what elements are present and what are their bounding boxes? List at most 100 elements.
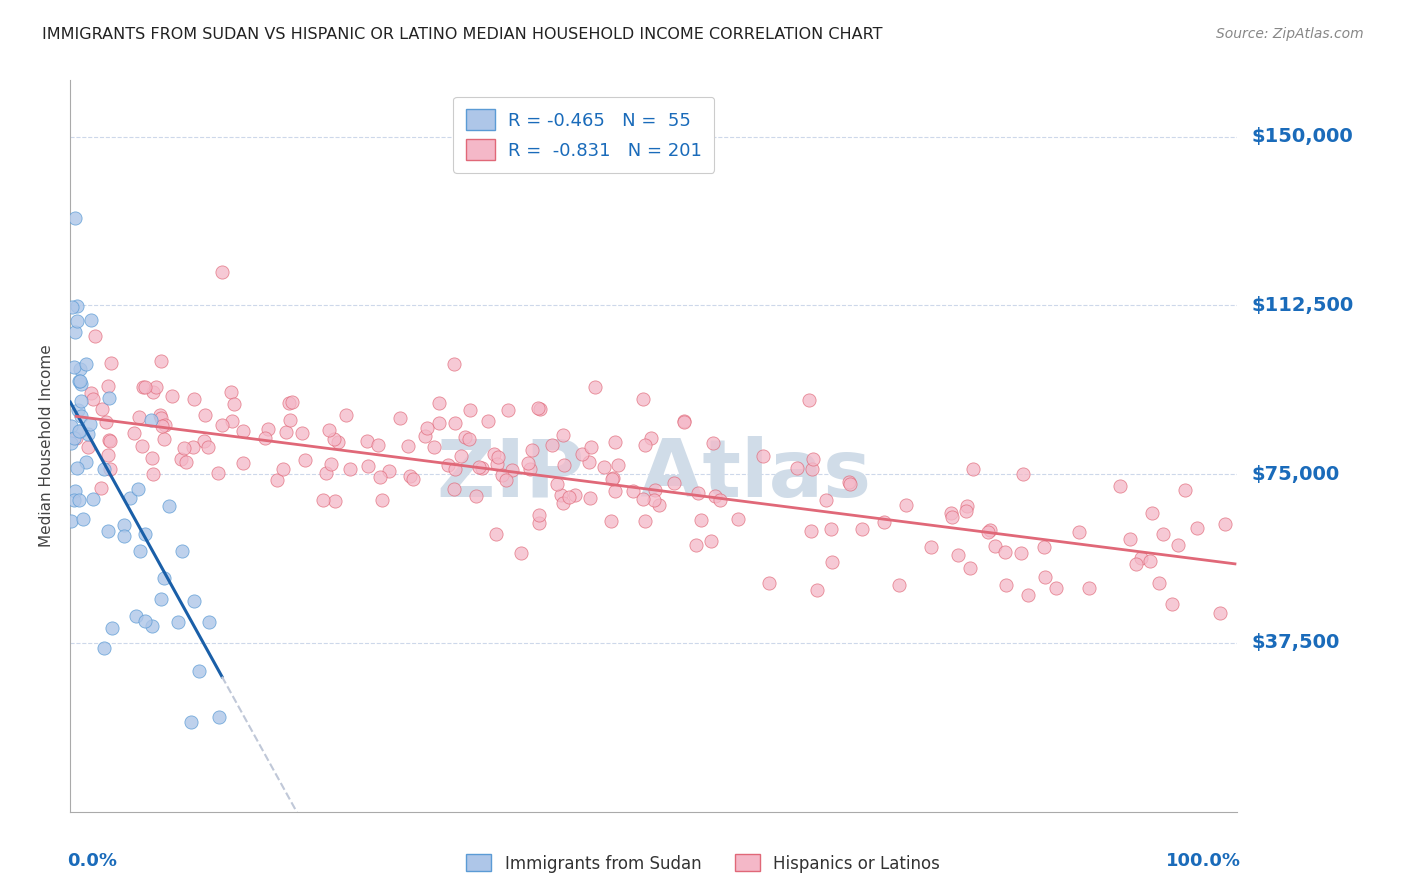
Point bbox=[222, 397, 245, 411]
Point bbox=[134, 380, 156, 394]
Point bbox=[367, 438, 389, 452]
Point bbox=[322, 432, 344, 446]
Point bbox=[91, 402, 114, 417]
Point bbox=[887, 577, 910, 591]
Point bbox=[257, 422, 280, 436]
Point bbox=[485, 527, 508, 541]
Point bbox=[93, 641, 115, 656]
Point bbox=[67, 424, 90, 438]
Point bbox=[443, 416, 465, 430]
Point bbox=[328, 434, 350, 449]
Point bbox=[75, 357, 97, 371]
Point bbox=[70, 377, 93, 392]
Point bbox=[894, 498, 917, 512]
Point bbox=[1139, 554, 1161, 568]
Point bbox=[141, 618, 163, 632]
Point bbox=[1045, 582, 1067, 596]
Point bbox=[194, 408, 217, 422]
Point bbox=[141, 450, 163, 465]
Point bbox=[1149, 576, 1171, 591]
Point bbox=[180, 714, 202, 729]
Point bbox=[959, 561, 981, 575]
Point bbox=[69, 374, 91, 388]
Point bbox=[1109, 479, 1132, 493]
Point bbox=[727, 512, 749, 526]
Point bbox=[605, 483, 627, 498]
Point bbox=[977, 524, 1000, 539]
Point bbox=[142, 467, 165, 481]
Point bbox=[801, 462, 824, 476]
Point bbox=[198, 615, 221, 630]
Point bbox=[1069, 524, 1091, 539]
Point bbox=[152, 571, 174, 585]
Point bbox=[398, 439, 420, 453]
Point bbox=[454, 429, 477, 443]
Point bbox=[402, 472, 425, 486]
Point bbox=[339, 462, 361, 476]
Point bbox=[553, 458, 575, 472]
Point bbox=[821, 556, 844, 570]
Point bbox=[127, 482, 149, 496]
Point bbox=[63, 325, 86, 339]
Point bbox=[673, 414, 696, 428]
Point bbox=[1129, 551, 1152, 566]
Point bbox=[124, 609, 146, 624]
Point bbox=[69, 394, 91, 409]
Text: ZIP  Atlas: ZIP Atlas bbox=[437, 436, 870, 515]
Point bbox=[157, 500, 180, 514]
Point bbox=[994, 544, 1017, 558]
Text: IMMIGRANTS FROM SUDAN VS HISPANIC OR LATINO MEDIAN HOUSEHOLD INCOME CORRELATION : IMMIGRANTS FROM SUDAN VS HISPANIC OR LAT… bbox=[42, 27, 883, 42]
Point bbox=[498, 403, 520, 417]
Point bbox=[482, 447, 505, 461]
Point bbox=[67, 402, 90, 417]
Point bbox=[1012, 467, 1035, 481]
Point bbox=[984, 539, 1007, 553]
Point bbox=[69, 362, 91, 376]
Point bbox=[277, 396, 299, 410]
Point bbox=[1213, 516, 1236, 531]
Point bbox=[170, 543, 193, 558]
Point bbox=[356, 434, 378, 448]
Point bbox=[94, 415, 117, 429]
Point bbox=[631, 392, 654, 406]
Point bbox=[423, 440, 446, 454]
Point bbox=[838, 477, 860, 491]
Point bbox=[160, 389, 183, 403]
Point bbox=[193, 434, 215, 448]
Point bbox=[266, 473, 288, 487]
Point bbox=[79, 417, 101, 431]
Point bbox=[132, 379, 155, 393]
Point bbox=[557, 490, 579, 504]
Point bbox=[66, 460, 89, 475]
Point bbox=[378, 464, 401, 478]
Point bbox=[546, 476, 568, 491]
Point bbox=[634, 514, 657, 528]
Point bbox=[153, 418, 176, 433]
Point bbox=[820, 523, 842, 537]
Point bbox=[664, 476, 686, 491]
Text: $112,500: $112,500 bbox=[1251, 296, 1354, 315]
Point bbox=[75, 454, 97, 468]
Point bbox=[134, 614, 156, 628]
Point bbox=[149, 408, 172, 422]
Legend: R = -0.465   N =  55, R =  -0.831   N = 201: R = -0.465 N = 55, R = -0.831 N = 201 bbox=[453, 96, 714, 173]
Point bbox=[851, 523, 873, 537]
Point bbox=[97, 378, 120, 392]
Point bbox=[131, 439, 153, 453]
Point bbox=[398, 469, 420, 483]
Point bbox=[1209, 606, 1232, 620]
Point bbox=[962, 462, 984, 476]
Point bbox=[634, 438, 657, 452]
Point bbox=[1174, 483, 1197, 498]
Point bbox=[60, 436, 83, 450]
Point bbox=[80, 386, 103, 401]
Point bbox=[118, 491, 141, 506]
Point bbox=[101, 621, 124, 635]
Text: $150,000: $150,000 bbox=[1251, 127, 1353, 146]
Point bbox=[253, 431, 276, 445]
Point bbox=[371, 493, 394, 508]
Point bbox=[527, 401, 550, 415]
Point bbox=[873, 516, 896, 530]
Point bbox=[70, 409, 93, 424]
Point bbox=[606, 458, 628, 472]
